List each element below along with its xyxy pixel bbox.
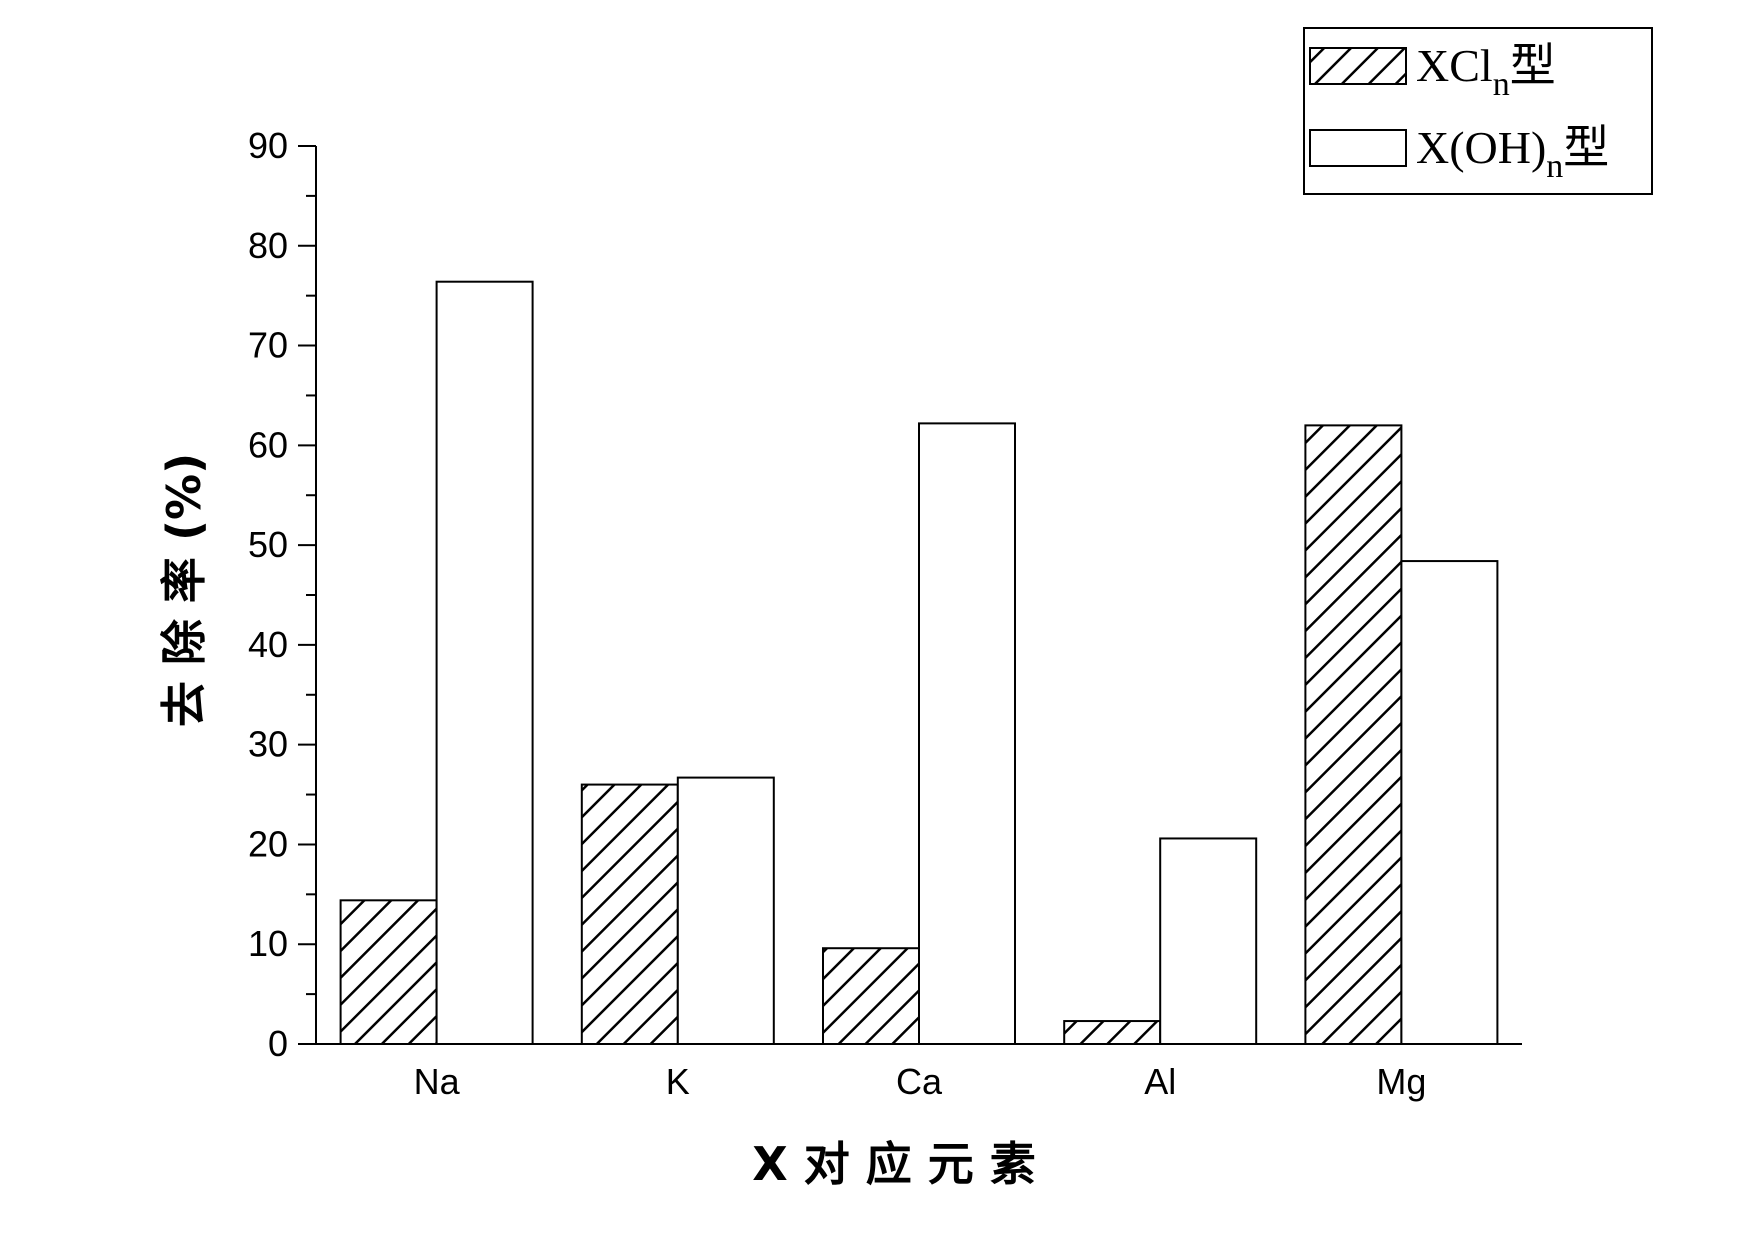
bar-xoh-ca bbox=[918, 422, 1016, 1046]
bars-layer bbox=[339, 280, 1499, 1046]
x-axis: Na K Ca Al Mg bbox=[316, 1043, 1522, 1102]
bar-xoh-na bbox=[435, 280, 534, 1046]
bar-xcl-mg bbox=[1304, 424, 1403, 1045]
y-axis-title: 去 除 率 (%) bbox=[157, 453, 211, 727]
bar-xoh-mg bbox=[1400, 560, 1499, 1045]
bar-xcl-k bbox=[580, 783, 679, 1045]
x-axis-title: X 对 应 元 素 bbox=[752, 1137, 1036, 1191]
x-tick-label: Ca bbox=[896, 1061, 943, 1102]
y-tick-label: 70 bbox=[248, 325, 288, 366]
x-tick-label: Al bbox=[1144, 1061, 1176, 1102]
bar-xoh-al bbox=[1159, 837, 1258, 1045]
y-tick-label: 40 bbox=[248, 624, 288, 665]
x-tick-labels: Na K Ca Al Mg bbox=[414, 1061, 1427, 1102]
legend-swatch-xoh bbox=[1309, 129, 1407, 167]
bar-xcl-al bbox=[1063, 1020, 1162, 1045]
x-tick-label: Na bbox=[414, 1061, 461, 1102]
x-tick-label: K bbox=[666, 1061, 690, 1102]
y-ticks: 0 10 20 30 40 50 60 70 80 90 bbox=[248, 125, 316, 1064]
legend-label-xoh: X(OH)n型 bbox=[1416, 122, 1609, 185]
bar-xcl-ca bbox=[822, 947, 920, 1045]
y-tick-label: 10 bbox=[248, 923, 288, 964]
y-tick-label: 90 bbox=[248, 125, 288, 166]
legend-swatch-xcl bbox=[1309, 47, 1407, 85]
legend-label-xcl: XCln型 bbox=[1416, 40, 1556, 103]
y-tick-label: 80 bbox=[248, 225, 288, 266]
y-tick-label: 0 bbox=[268, 1023, 288, 1064]
bar-xoh-k bbox=[676, 776, 775, 1045]
y-tick-label: 20 bbox=[248, 823, 288, 864]
legend: XCln型 X(OH)n型 bbox=[1303, 27, 1653, 195]
x-tick-label: Mg bbox=[1376, 1061, 1426, 1102]
y-tick-label: 50 bbox=[248, 524, 288, 565]
y-axis: 0 10 20 30 40 50 60 70 80 90 bbox=[248, 125, 317, 1064]
y-tick-label: 30 bbox=[248, 724, 288, 765]
bar-xcl-na bbox=[339, 899, 438, 1045]
y-tick-label: 60 bbox=[248, 424, 288, 465]
